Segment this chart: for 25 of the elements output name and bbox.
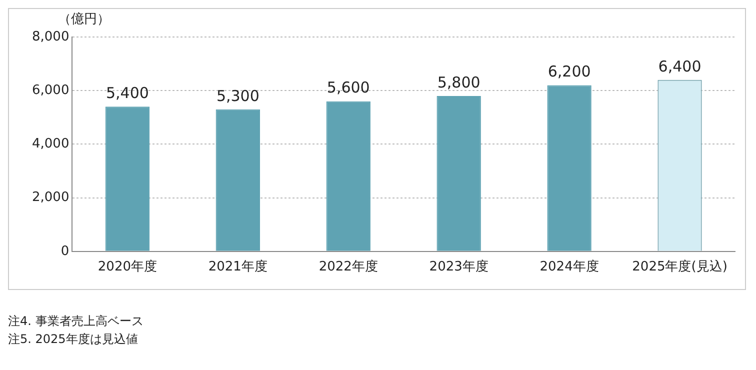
data-label: 5,300	[216, 86, 260, 105]
data-label: 5,400	[106, 84, 149, 102]
x-tick-label: 2020年度	[98, 258, 157, 275]
bar	[326, 101, 370, 251]
y-axis-title: （億円）	[58, 12, 110, 27]
bar	[436, 96, 481, 251]
bar	[105, 106, 150, 251]
x-tick-label: 2023年度	[429, 258, 488, 275]
x-tick-label: 2022年度	[318, 258, 378, 275]
bar	[547, 85, 592, 251]
y-tick-label: 2,000	[32, 190, 70, 206]
y-tick-label: 6,000	[32, 82, 70, 98]
text: 注4. 事業者売上高ベース	[8, 313, 144, 330]
data-label: 6,400	[658, 57, 702, 76]
x-tick-label: 2024年度	[540, 258, 599, 275]
x-tick-label: 2021年度	[208, 258, 268, 275]
y-tick-label: 0	[60, 244, 70, 259]
x-tick-label: 2025年度(見込)	[632, 258, 728, 275]
text: 注5. 2025年度は見込値	[8, 331, 139, 348]
y-tick-label: 8,000	[32, 29, 70, 44]
bar	[216, 109, 260, 251]
data-label: 5,800	[437, 73, 480, 92]
data-label: 5,600	[326, 78, 370, 97]
data-label: 6,200	[548, 62, 591, 81]
y-tick-label: 4,000	[32, 136, 70, 152]
